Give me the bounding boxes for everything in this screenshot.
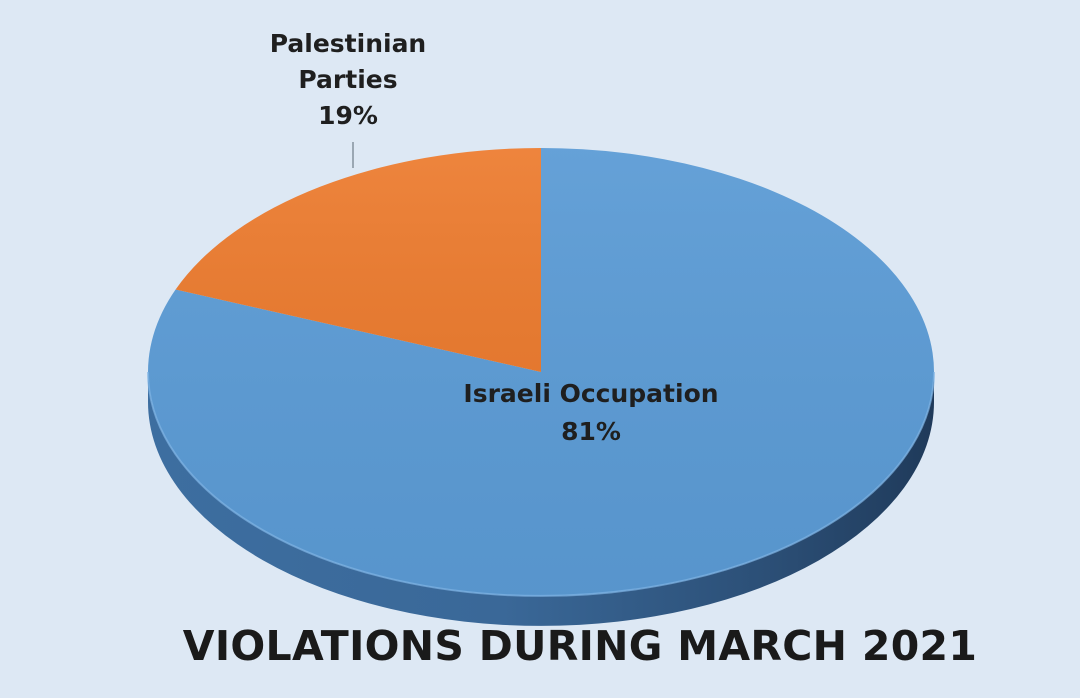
slice-label-palestinian-parties-1: Parties: [298, 65, 397, 94]
pie-rim-highlight: [147, 371, 935, 597]
chart-title: VIOLATIONS DURING MARCH 2021: [182, 622, 978, 670]
slice-percent-palestinian-parties: 19%: [318, 101, 378, 130]
slice-percent-israeli-occupation: 81%: [561, 417, 621, 446]
pie-slice-sheen-palestinian-parties: [175, 148, 541, 372]
pie-slice-sheen-israeli-occupation: [148, 148, 935, 596]
slice-label-palestinian-parties-0: Palestinian: [270, 29, 426, 58]
slice-label-israeli-occupation-0: Israeli Occupation: [463, 379, 718, 408]
